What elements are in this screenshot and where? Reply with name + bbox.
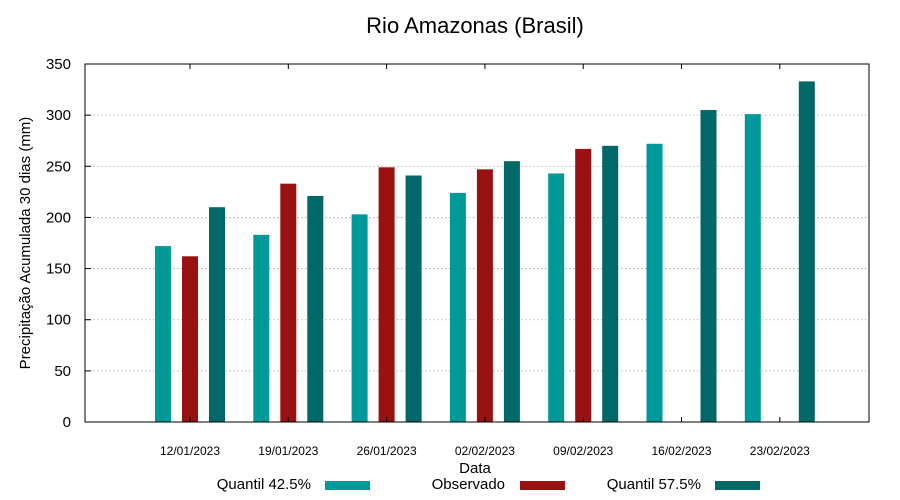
y-axis-label: Precipitação Acumulada 30 dias (mm) [17,117,34,370]
bar-observado-3 [378,167,395,422]
x-tick-label: 16/02/2023 [651,444,711,458]
x-tick-label: 26/01/2023 [357,444,417,458]
x-tick-label: 02/02/2023 [455,444,515,458]
y-tick-label: 50 [54,363,71,380]
y-axis-ticks: 0 50 100 150 200 250 300 350 [46,56,91,431]
legend-label: Quantil 57.5% [607,476,701,493]
bar-quantil-42-5--1 [155,246,171,422]
legend-label: Observado [432,476,505,493]
y-tick-label: 150 [46,261,71,278]
y-tick-label: 250 [46,158,71,175]
x-tick-label: 19/01/2023 [258,444,318,458]
bar-quantil-42-5--5 [548,173,565,422]
y-tick-label: 100 [46,312,71,329]
legend-swatch [520,481,565,490]
bar-quantil-42-5--6 [646,143,663,423]
chart-title: Rio Amazonas (Brasil) [366,13,584,38]
bars-layer [155,81,815,423]
bar-observado-4 [476,169,493,422]
bar-observado-5 [575,148,592,422]
legend: Quantil 42.5% Observado Quantil 57.5% [217,476,760,493]
bar-observado-2 [280,183,297,422]
legend-swatch [715,481,760,490]
bar-quantil-42-5--2 [253,234,270,422]
x-tick-label: 09/02/2023 [553,444,613,458]
plot-frame [84,63,870,423]
legend-label: Quantil 42.5% [217,476,311,493]
y-tick-label: 0 [63,414,71,431]
y-tick-label: 200 [46,209,71,226]
x-axis-label: Data [459,460,491,477]
x-tick-label: 12/01/2023 [160,444,220,458]
y-tick-label: 350 [46,56,71,73]
bar-quantil-42-5--3 [351,214,368,422]
bar-quantil-42-5--7 [744,114,761,423]
bar-quantil-57-5--5 [602,145,619,423]
x-tick-label: 23/02/2023 [750,444,810,458]
bar-quantil-57-5--7 [798,81,815,422]
bar-quantil-57-5--1 [209,207,225,422]
bar-quantil-57-5--3 [405,175,422,422]
bar-quantil-57-5--2 [307,195,324,422]
bar-observado-1 [182,256,198,422]
bar-quantil-57-5--6 [700,110,717,423]
bar-quantil-57-5--4 [503,161,520,422]
bar-quantil-42-5--4 [449,192,466,422]
x-axis-ticks: 12/01/2023 19/01/2023 26/01/2023 02/02/2023… [160,64,810,458]
y-tick-label: 300 [46,107,71,124]
legend-swatch [325,481,370,490]
